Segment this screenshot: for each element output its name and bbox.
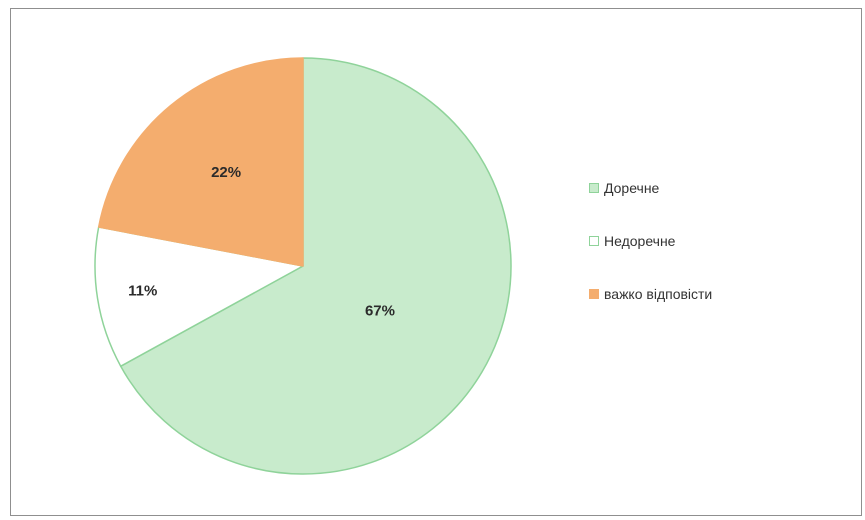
pie-slice-2 [97,57,304,267]
legend-item-1: Недоречне [589,232,712,250]
legend-label-0: Доречне [604,180,660,196]
legend-swatch-1 [589,236,599,246]
pie-value-label-0: 67% [365,302,395,319]
pie-chart: 67% 11% 22% [94,57,512,475]
legend-item-2: важко відповісти [589,285,712,303]
legend-item-0: Доречне [589,179,712,197]
legend: Доречне Недоречне важко відповісти [589,179,712,338]
pie-value-labels: 67% 11% 22% [128,164,395,319]
pie-slice-0 [119,57,512,475]
pie-value-label-2: 22% [211,164,241,181]
legend-label-2: важко відповісти [604,286,713,302]
pie-slice-1 [94,226,304,367]
pie-slices [94,57,512,475]
legend-swatch-2 [589,289,599,299]
chart-frame: 67% 11% 22% Доречне Недоречне важко відпов… [10,8,862,516]
legend-swatch-0 [589,183,599,193]
legend-label-1: Недоречне [604,233,676,249]
pie-value-label-1: 11% [128,282,157,299]
